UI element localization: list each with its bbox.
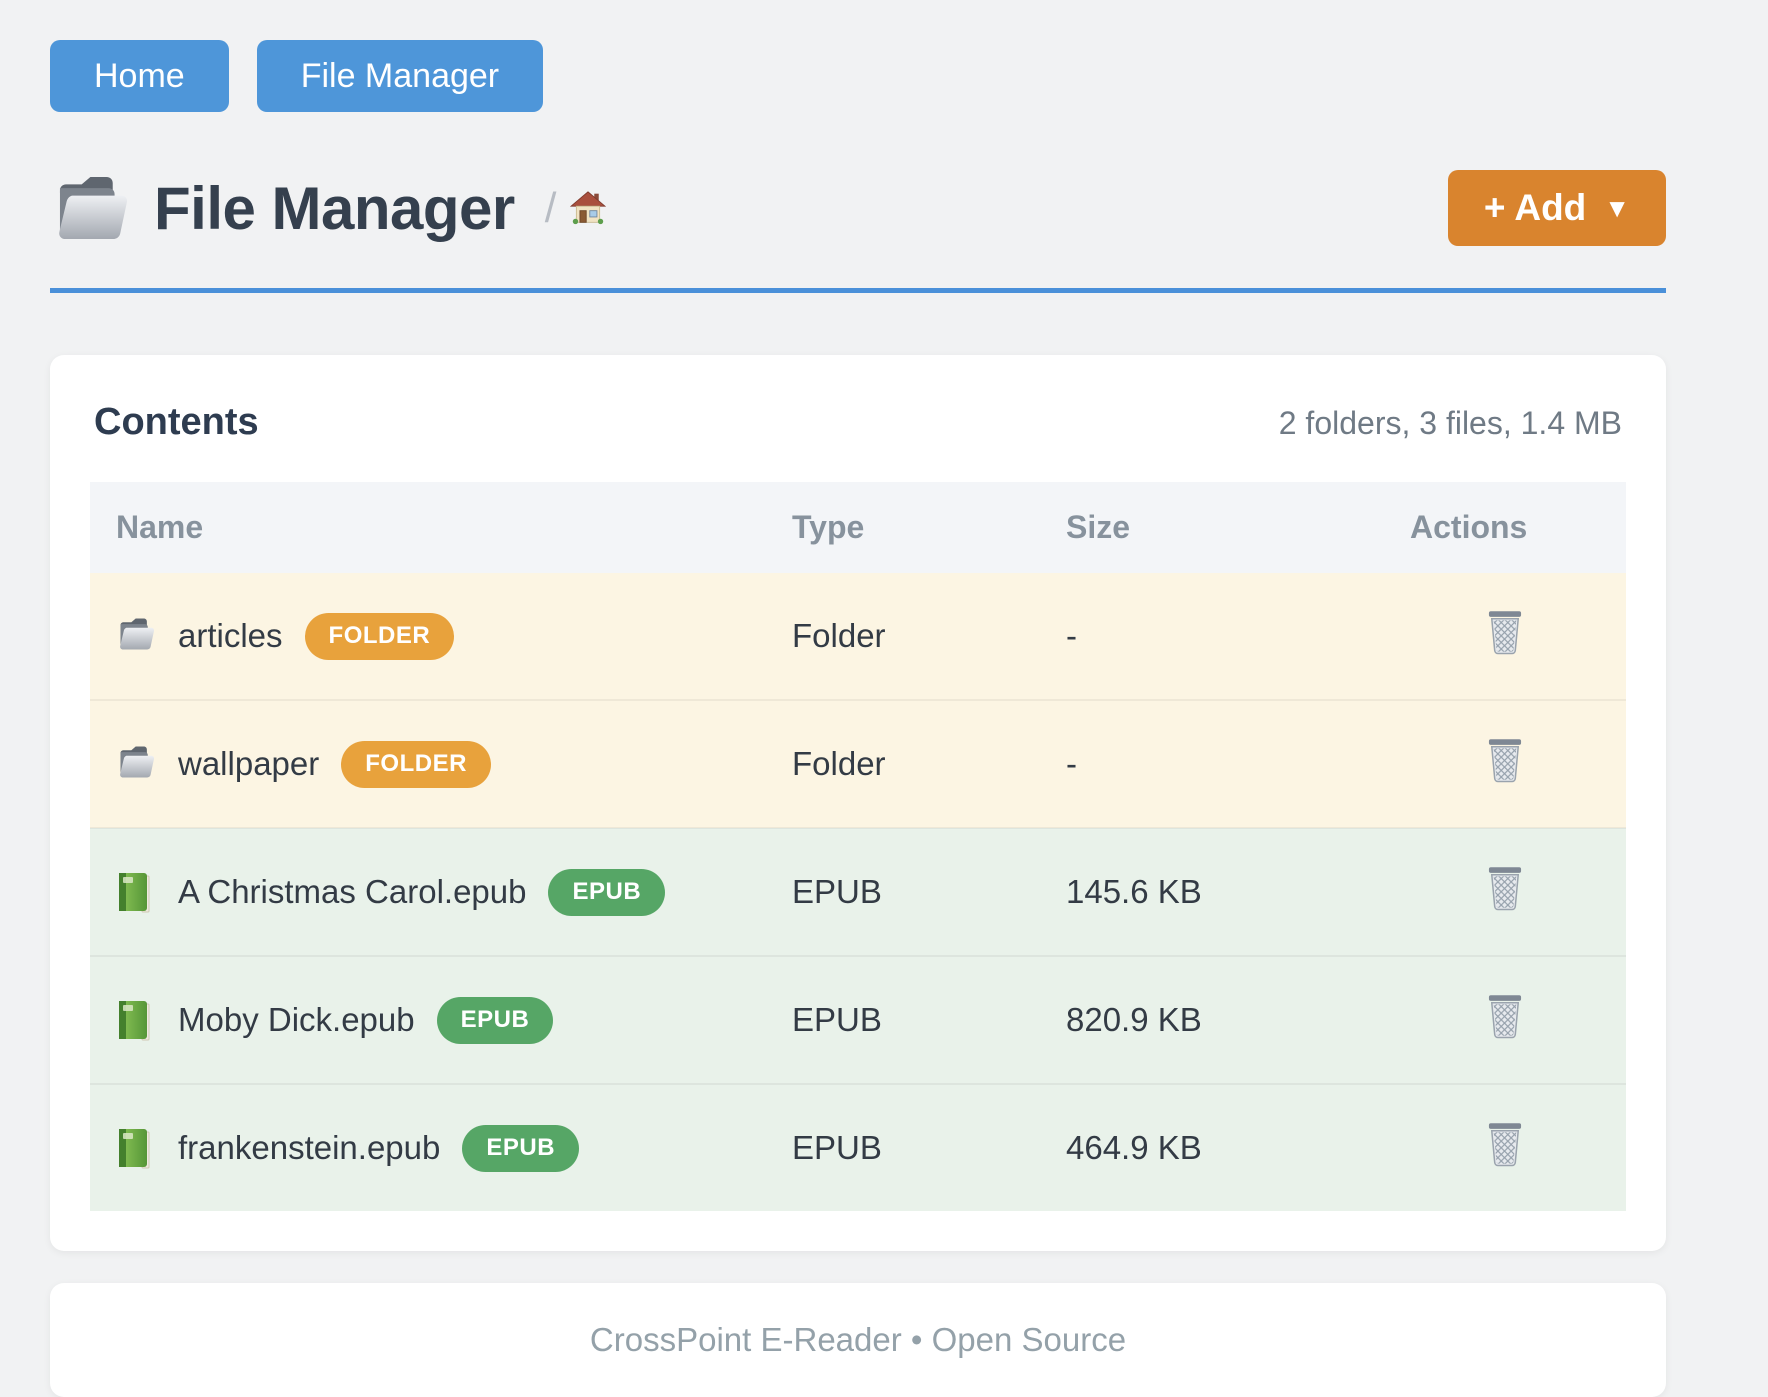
- size-cell: 464.9 KB: [1040, 1083, 1384, 1211]
- delete-button[interactable]: [1488, 993, 1522, 1039]
- footer-text: CrossPoint E-Reader • Open Source: [589, 1321, 1127, 1358]
- type-cell: EPUB: [766, 827, 1040, 956]
- home-button[interactable]: Home: [50, 40, 229, 112]
- type-cell: Folder: [766, 573, 1040, 700]
- header-divider: [50, 288, 1666, 293]
- delete-button[interactable]: [1488, 737, 1522, 783]
- top-navigation: Home File Manager: [50, 40, 1666, 112]
- file-table: Name Type Size Actions: [90, 482, 1626, 1211]
- contents-heading: Contents: [94, 401, 259, 443]
- breadcrumb-home-link[interactable]: [570, 191, 607, 228]
- trash-icon: [1488, 1123, 1522, 1170]
- type-badge: EPUB: [436, 996, 554, 1044]
- delete-button[interactable]: [1488, 1121, 1522, 1167]
- trash-icon: [1488, 867, 1522, 914]
- file-name-link[interactable]: A Christmas Carol.epub: [178, 873, 527, 910]
- folder-icon: [116, 744, 155, 784]
- column-header-actions: Actions: [1384, 482, 1626, 573]
- trash-icon: [1488, 611, 1522, 658]
- size-cell: 145.6 KB: [1040, 827, 1384, 956]
- folder-icon: [50, 172, 132, 244]
- book-icon: [116, 1128, 154, 1169]
- caret-down-icon: ▼: [1604, 192, 1630, 223]
- delete-button[interactable]: [1488, 609, 1522, 655]
- file-name-link[interactable]: Moby Dick.epub: [178, 1001, 415, 1038]
- type-badge: FOLDER: [341, 740, 491, 788]
- file-name-link[interactable]: wallpaper: [178, 745, 320, 782]
- file-manager-button[interactable]: File Manager: [256, 40, 544, 112]
- size-cell: -: [1040, 573, 1384, 700]
- type-cell: EPUB: [766, 955, 1040, 1084]
- page-title: File Manager: [154, 174, 515, 242]
- type-badge: EPUB: [462, 1124, 580, 1172]
- file-name-link[interactable]: frankenstein.epub: [178, 1129, 441, 1166]
- contents-card: Contents 2 folders, 3 files, 1.4 MB Name…: [50, 355, 1666, 1251]
- table-header-row: Name Type Size Actions: [90, 482, 1626, 573]
- table-row: wallpaper FOLDER Folder -: [90, 699, 1626, 828]
- table-row: frankenstein.epub EPUB EPUB 464.9 KB: [90, 1083, 1626, 1211]
- column-header-type: Type: [766, 482, 1040, 573]
- trash-icon: [1488, 739, 1522, 786]
- type-badge: EPUB: [548, 868, 666, 916]
- footer: CrossPoint E-Reader • Open Source: [50, 1283, 1666, 1397]
- column-header-name: Name: [90, 482, 766, 573]
- contents-card-header: Contents 2 folders, 3 files, 1.4 MB: [90, 401, 1626, 444]
- breadcrumb-separator: /: [544, 184, 557, 231]
- add-button-label: + Add: [1483, 187, 1587, 228]
- type-cell: EPUB: [766, 1083, 1040, 1211]
- page-header: File Manager /: [50, 170, 1666, 246]
- table-row: articles FOLDER Folder -: [90, 573, 1626, 700]
- table-row: Moby Dick.epub EPUB EPUB 820.9 KB: [90, 955, 1626, 1084]
- delete-button[interactable]: [1488, 865, 1522, 911]
- breadcrumb: /: [545, 184, 607, 232]
- book-icon: [116, 1000, 154, 1041]
- book-icon: [116, 872, 154, 913]
- type-badge: FOLDER: [304, 612, 455, 660]
- trash-icon: [1488, 995, 1522, 1042]
- table-row: A Christmas Carol.epub EPUB EPUB 145.6 K…: [90, 827, 1626, 956]
- title-group: File Manager /: [50, 172, 607, 244]
- size-cell: -: [1040, 699, 1384, 828]
- folder-icon: [116, 616, 155, 656]
- column-header-size: Size: [1040, 482, 1384, 573]
- house-icon: [570, 191, 607, 228]
- file-name-link[interactable]: articles: [178, 617, 283, 654]
- type-cell: Folder: [766, 699, 1040, 828]
- size-cell: 820.9 KB: [1040, 955, 1384, 1084]
- add-button[interactable]: + Add ▼: [1447, 170, 1666, 246]
- contents-summary: 2 folders, 3 files, 1.4 MB: [1278, 405, 1622, 441]
